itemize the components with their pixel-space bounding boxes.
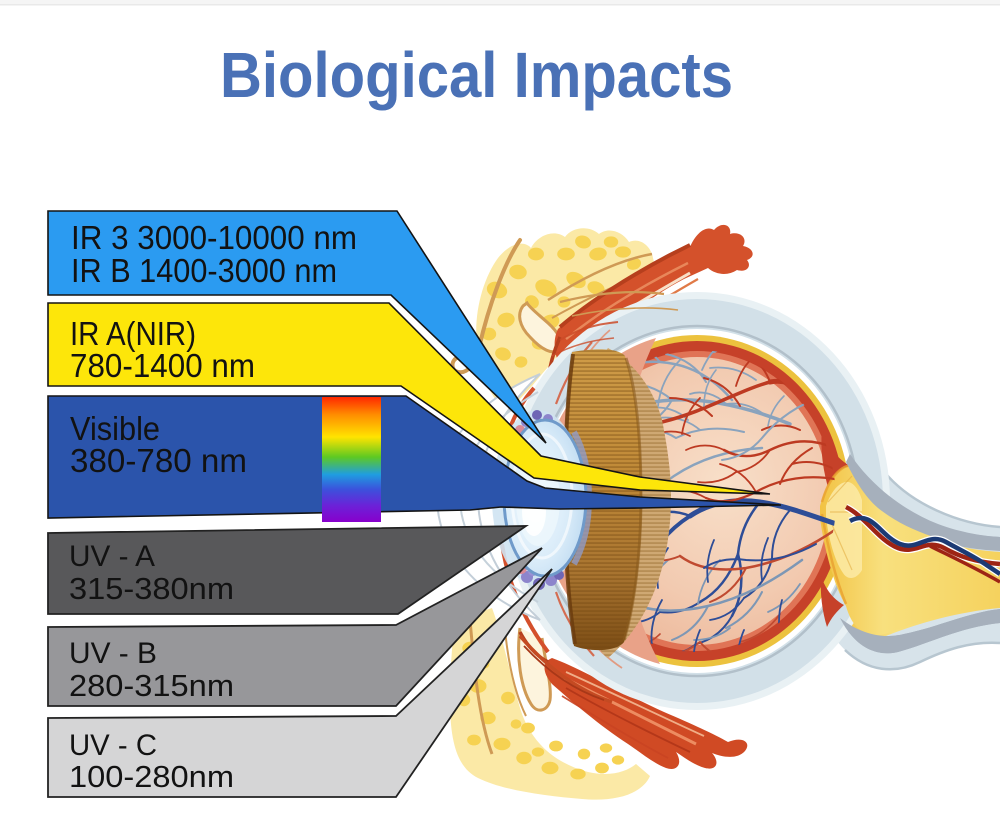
svg-text:315-380nm: 315-380nm [69,571,234,606]
svg-text:380-780 nm: 380-780 nm [70,442,247,479]
svg-text:Biological Impacts: Biological Impacts [220,39,733,111]
svg-text:UV - B: UV - B [69,637,157,670]
svg-text:100-280nm: 100-280nm [69,759,234,794]
svg-text:780-1400 nm: 780-1400 nm [70,347,255,384]
svg-text:IR A(NIR): IR A(NIR) [70,315,196,352]
svg-text:Visible: Visible [70,410,160,447]
svg-text:UV - A: UV - A [69,540,155,573]
svg-text:280-315nm: 280-315nm [69,668,234,703]
svg-text:IR 3 3000-10000 nm: IR 3 3000-10000 nm [71,219,357,256]
svg-text:IR B 1400-3000 nm: IR B 1400-3000 nm [71,252,337,289]
svg-text:UV - C: UV - C [69,729,157,762]
